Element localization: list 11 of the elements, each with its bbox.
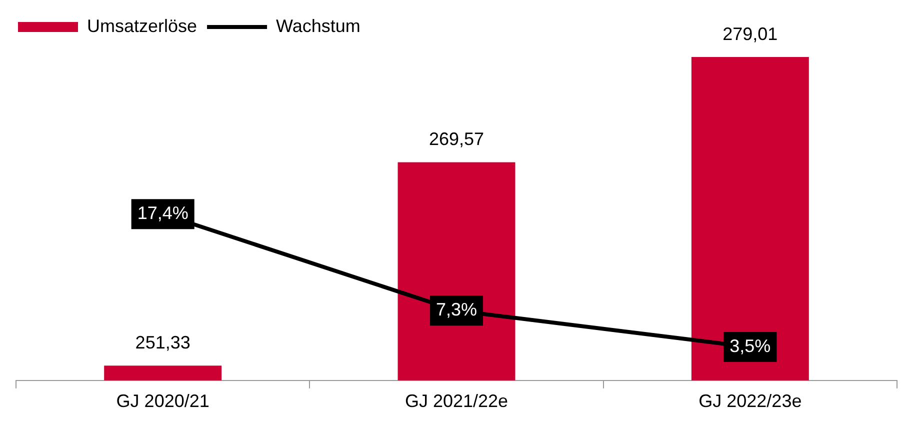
- data-label: 3,5%: [730, 336, 771, 356]
- data-label: 17,4%: [137, 203, 188, 224]
- data-label: 279,01: [722, 24, 778, 44]
- x-tick-label: GJ 2020/21: [116, 391, 210, 412]
- data-label: 251,33: [135, 332, 190, 353]
- data-label: 269,57: [428, 129, 484, 150]
- legend-label: Umsatzerlöse: [87, 16, 198, 36]
- legend-label: Wachstum: [276, 16, 360, 36]
- data-label: 7,3%: [436, 300, 478, 320]
- x-tick-label: GJ 2021/22e: [404, 391, 508, 412]
- x-tick-label: GJ 2022/23e: [698, 391, 802, 412]
